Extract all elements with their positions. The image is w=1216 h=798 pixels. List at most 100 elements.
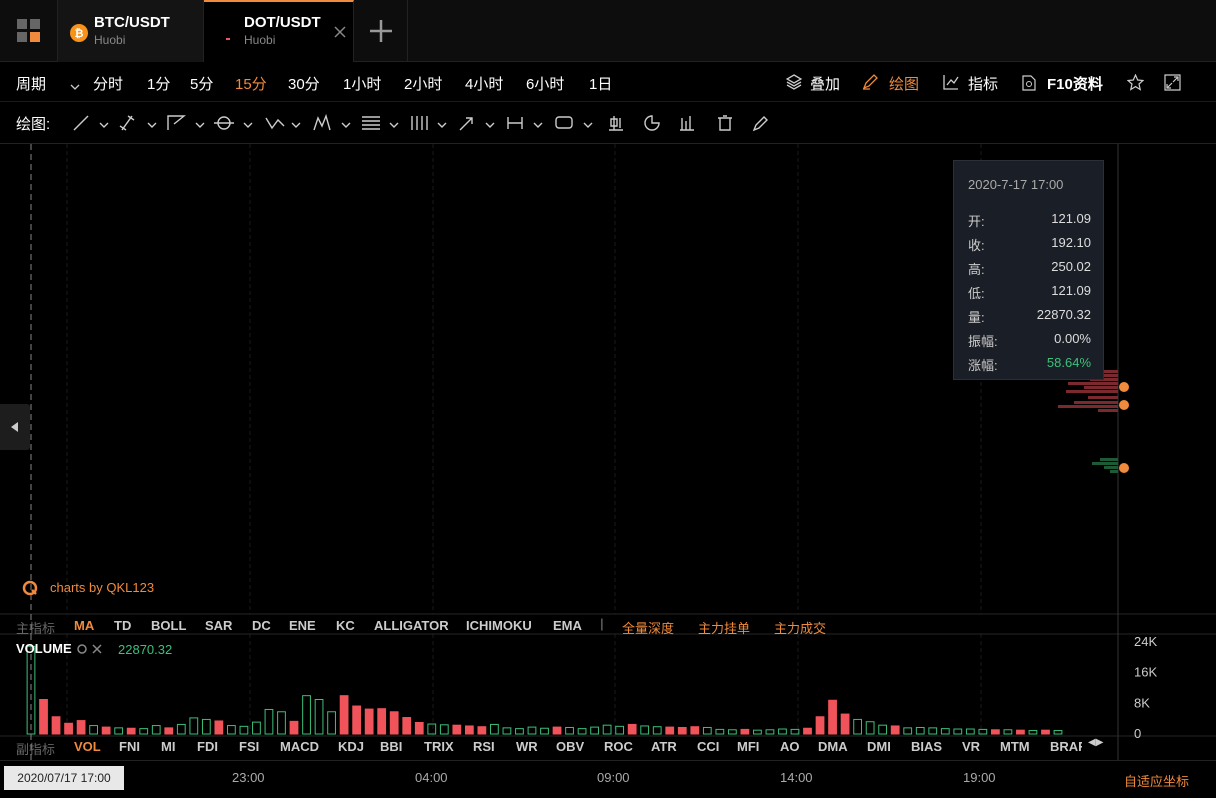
volume-bar xyxy=(227,725,236,735)
period-option[interactable]: 5分 xyxy=(190,76,214,93)
main-indicator-ma[interactable]: MA xyxy=(74,618,95,633)
sub-indicator-cci[interactable]: CCI xyxy=(697,739,720,754)
fullscreen-icon[interactable] xyxy=(1164,74,1181,91)
alert-dot xyxy=(1119,463,1129,473)
main-indicator-td[interactable]: TD xyxy=(114,618,132,633)
main-indicator-ene[interactable]: ENE xyxy=(289,618,316,633)
draw-button[interactable]: 绘图 xyxy=(889,76,920,93)
layers-icon[interactable] xyxy=(786,74,802,90)
volume-bar xyxy=(677,726,687,735)
sub-indicator-vr[interactable]: VR xyxy=(962,739,981,754)
volume-bar xyxy=(101,726,111,735)
tab-dot-usdt[interactable]: DOT/USDT Huobi xyxy=(204,0,354,62)
close-icon[interactable] xyxy=(334,26,346,38)
depth-option[interactable]: 主力挂单 xyxy=(698,621,751,636)
tooltip-row: 开: 121.09 xyxy=(954,211,1105,231)
volume-bar xyxy=(540,727,549,735)
period-option[interactable]: 分时 xyxy=(93,76,124,93)
tooltip-row-label: 涨幅: xyxy=(968,358,998,373)
sub-indicator-trix[interactable]: TRIX xyxy=(424,739,454,754)
main-indicator-ema[interactable]: EMA xyxy=(553,618,582,633)
tab-btc-usdt[interactable]: ₿ BTC/USDT Huobi xyxy=(58,0,204,62)
bitcoin-icon: ₿ xyxy=(70,24,88,42)
sub-indicator-mi[interactable]: MI xyxy=(161,739,176,754)
collapse-left-button[interactable] xyxy=(0,404,30,450)
scroll-arrows-icon[interactable]: ◀▶ xyxy=(1088,737,1104,748)
sub-indicator-macd[interactable]: MACD xyxy=(280,739,319,754)
chevron-down-icon xyxy=(485,122,495,128)
sub-indicator-atr[interactable]: ATR xyxy=(651,739,677,754)
f10-button[interactable]: F10资料 xyxy=(1047,76,1103,93)
main-indicator-kc[interactable]: KC xyxy=(336,618,355,633)
sub-indicator-fsi[interactable]: FSI xyxy=(239,739,260,754)
star-icon[interactable] xyxy=(1127,74,1144,91)
period-option[interactable]: 1分 xyxy=(147,76,171,93)
sub-indicator-bias[interactable]: BIAS xyxy=(911,739,943,754)
period-option[interactable]: 30分 xyxy=(288,76,320,93)
depth-option[interactable]: 主力成交 xyxy=(774,621,827,636)
sub-indicator-brar[interactable]: BRAR xyxy=(1050,739,1082,754)
period-option[interactable]: 2小时 xyxy=(404,76,443,93)
sub-indicator-bbi[interactable]: BBI xyxy=(380,739,403,754)
chevron-down-icon xyxy=(243,122,253,128)
sub-indicator-dma[interactable]: DMA xyxy=(818,739,848,754)
volume-bar xyxy=(89,725,99,735)
chevron-down-icon xyxy=(291,122,301,128)
volume-bar xyxy=(627,723,637,735)
sub-indicator-roc[interactable]: ROC xyxy=(604,739,633,754)
period-option[interactable]: 6小时 xyxy=(526,76,565,93)
close-icon xyxy=(92,644,102,654)
sub-indicator-fni[interactable]: FNI xyxy=(119,739,140,754)
main-indicator-dc[interactable]: DC xyxy=(252,618,271,633)
period-option[interactable]: 1小时 xyxy=(343,76,382,93)
sub-indicator-rsi[interactable]: RSI xyxy=(473,739,495,754)
add-tab-button[interactable] xyxy=(354,0,408,62)
main-indicator-sar[interactable]: SAR xyxy=(205,618,233,633)
drawing-tools[interactable] xyxy=(70,110,790,136)
main-indicator-boll[interactable]: BOLL xyxy=(151,618,187,633)
volume-bar xyxy=(815,716,825,735)
sub-indicator-mtm[interactable]: MTM xyxy=(1000,739,1030,754)
tooltip-row: 高: 250.02 xyxy=(954,259,1105,279)
main-indicator-ichimoku[interactable]: ICHIMOKU xyxy=(466,618,532,633)
ohlc-tooltip: 2020-7-17 17:00 开: 121.09 收: 192.10 高: 250.02… xyxy=(953,160,1104,380)
adaptive-axis-button[interactable]: 自适应坐标 xyxy=(1124,774,1190,789)
sub-indicator-kdj[interactable]: KDJ xyxy=(338,739,365,754)
chevron-down-icon[interactable] xyxy=(70,84,80,91)
overlay-button[interactable]: 叠加 xyxy=(810,76,841,93)
wave-tool-icon xyxy=(265,117,285,130)
indicators-button[interactable]: 指标 xyxy=(968,76,999,93)
sub-indicator-mfi[interactable]: MFI xyxy=(737,739,760,754)
sub-indicator-fdi[interactable]: FDI xyxy=(197,739,218,754)
grid-icon xyxy=(16,19,40,42)
layout-grid-button[interactable] xyxy=(0,0,58,62)
qkl-logo-icon xyxy=(22,580,38,596)
period-option[interactable]: 4小时 xyxy=(465,76,504,93)
pen-icon[interactable] xyxy=(862,74,878,90)
tab-exchange: Huobi xyxy=(94,33,126,47)
sub-indicator-obv[interactable]: OBV xyxy=(556,739,585,754)
document-search-icon[interactable] xyxy=(1022,75,1036,91)
chevron-down-icon xyxy=(147,122,157,128)
main-indicator-alligator[interactable]: ALLIGATOR xyxy=(374,618,449,633)
alert-dot xyxy=(1119,400,1129,410)
volume-bar xyxy=(940,728,950,735)
depth-bar xyxy=(1084,386,1118,389)
tab-symbol: BTC/USDT xyxy=(94,14,170,31)
sub-indicator-vol[interactable]: VOL xyxy=(74,739,101,754)
line-tool-icon xyxy=(73,115,89,131)
sub-indicator-wr[interactable]: WR xyxy=(516,739,538,754)
tooltip-row: 低: 121.09 xyxy=(954,283,1105,303)
depth-option[interactable]: 全量深度 xyxy=(622,621,675,636)
chart-line-icon[interactable] xyxy=(943,74,959,90)
period-option-active[interactable]: 15分 xyxy=(235,76,267,93)
period-option[interactable]: 1日 xyxy=(589,76,613,93)
depth-bar xyxy=(1074,401,1118,404)
bar-tool-icon xyxy=(680,116,694,131)
volume-bar xyxy=(740,728,750,735)
measure-tool-icon xyxy=(507,117,523,129)
sub-indicator-ao[interactable]: AO xyxy=(780,739,800,754)
volume-bar xyxy=(176,723,186,735)
volume-controls[interactable] xyxy=(77,643,105,655)
sub-indicator-dmi[interactable]: DMI xyxy=(867,739,891,754)
